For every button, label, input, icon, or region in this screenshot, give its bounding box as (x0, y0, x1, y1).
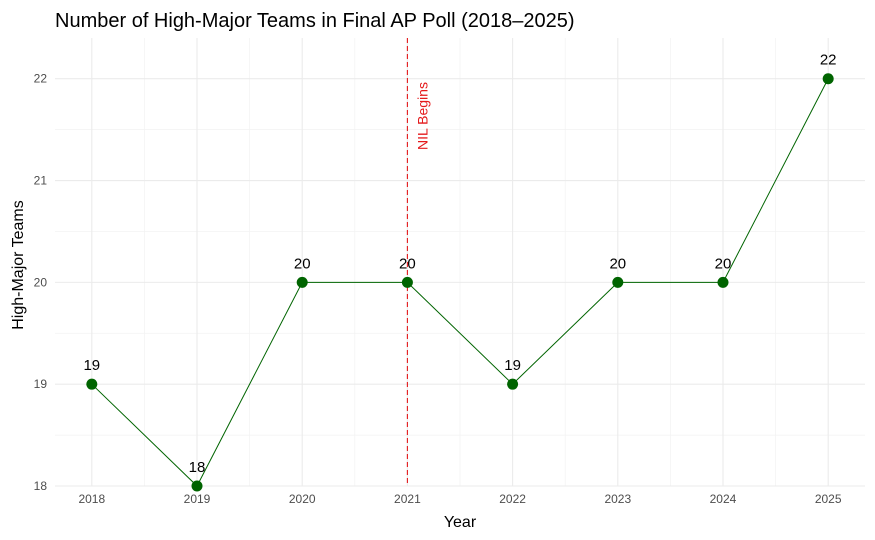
y-tick-label: 20 (34, 275, 48, 289)
data-point (191, 480, 203, 492)
y-tick-label: 18 (34, 479, 48, 493)
data-label: 19 (83, 357, 100, 374)
data-label: 20 (715, 255, 732, 272)
data-label: 22 (820, 52, 837, 69)
data-point (507, 378, 519, 390)
series-group (86, 73, 834, 492)
reference-line-label: NIL Begins (414, 82, 430, 150)
data-label: 20 (399, 255, 416, 272)
gridlines (55, 38, 865, 487)
data-label: 20 (294, 255, 311, 272)
y-tick-label: 21 (34, 174, 48, 188)
y-axis-title: High-Major Teams (10, 200, 27, 330)
x-tick-label: 2022 (499, 492, 526, 506)
data-point (717, 276, 729, 288)
tick-labels: 2018 2019 2020 2021 2022 2023 2024 202518192021… (34, 72, 842, 506)
x-tick-label: 2021 (394, 492, 421, 506)
x-axis-title: Year (444, 514, 477, 531)
y-tick-label: 19 (34, 377, 48, 391)
x-tick-label: 2020 (289, 492, 316, 506)
data-point (86, 378, 98, 390)
data-point (822, 73, 834, 85)
data-labels: 19 18 20 20 19 20 20 22 (83, 52, 836, 476)
y-tick-label: 22 (34, 72, 48, 86)
data-point (296, 276, 308, 288)
x-tick-label: 2024 (710, 492, 737, 506)
x-tick-label: 2025 (815, 492, 842, 506)
data-label: 20 (609, 255, 626, 272)
data-label: 19 (504, 357, 521, 374)
reference-line-group: NIL Begins (406, 38, 430, 486)
x-tick-label: 2019 (184, 492, 211, 506)
data-label: 18 (189, 459, 206, 476)
chart-title: Number of High-Major Teams in Final AP P… (55, 10, 575, 32)
x-tick-label: 2023 (604, 492, 631, 506)
data-point (401, 276, 413, 288)
series-line (91, 78, 829, 487)
x-tick-label: 2018 (78, 492, 105, 506)
data-point (612, 276, 624, 288)
